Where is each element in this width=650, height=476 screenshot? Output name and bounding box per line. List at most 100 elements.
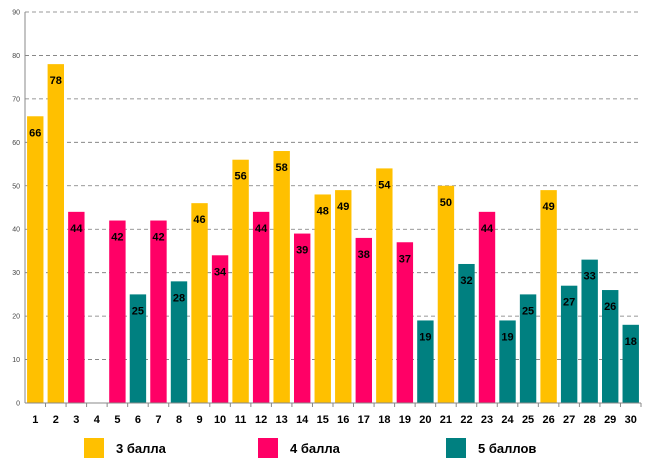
data-label-3: 44: [70, 223, 83, 235]
data-label-6: 25: [132, 305, 144, 317]
y-tick-70: 70: [12, 96, 20, 103]
data-label-13: 58: [276, 162, 288, 174]
data-label-23: 44: [481, 223, 494, 235]
x-tick-30: 30: [625, 414, 637, 426]
legend-swatch-4: [258, 438, 278, 458]
bar-8: [170, 281, 188, 403]
bar-10: [211, 255, 229, 403]
legend-label-5: 5 баллов: [478, 440, 537, 456]
data-label-9: 46: [193, 214, 205, 226]
bar-7: [150, 220, 167, 403]
x-tick-26: 26: [542, 414, 554, 426]
bar-21: [437, 185, 455, 403]
x-tick-7: 7: [155, 414, 161, 426]
x-tick-16: 16: [337, 414, 349, 426]
data-label-17: 38: [358, 249, 370, 261]
x-tick-19: 19: [399, 414, 411, 426]
bar-17: [355, 237, 372, 403]
data-label-1: 66: [29, 127, 41, 139]
data-label-24: 19: [501, 331, 513, 343]
y-tick-90: 90: [12, 10, 20, 17]
x-tick-13: 13: [276, 414, 288, 426]
y-tick-10: 10: [12, 357, 20, 364]
bar-2: [47, 64, 64, 403]
bar-13: [273, 151, 290, 403]
data-label-14: 39: [296, 245, 308, 257]
legend-item-3: 3 балла: [84, 438, 166, 458]
x-tick-4: 4: [94, 414, 101, 426]
x-tick-15: 15: [317, 414, 329, 426]
data-label-22: 32: [460, 275, 472, 287]
x-tick-21: 21: [440, 414, 452, 426]
x-tick-3: 3: [73, 414, 79, 426]
data-label-21: 50: [440, 197, 452, 209]
y-tick-20: 20: [12, 314, 20, 321]
data-label-16: 49: [337, 201, 349, 213]
data-label-26: 49: [542, 201, 554, 213]
legend-item-4: 4 балла: [258, 438, 340, 458]
data-label-18: 54: [378, 179, 391, 191]
data-label-27: 27: [563, 297, 575, 309]
data-labels: 66 78 44 42 25 42 28 46 34 56 44 58 39 48 49 38 54 37 19 50…: [29, 75, 637, 348]
data-label-12: 44: [255, 223, 268, 235]
bar-23: [478, 211, 496, 403]
legend-label-3: 3 балла: [116, 440, 166, 456]
y-tick-40: 40: [12, 227, 20, 234]
x-tick-27: 27: [563, 414, 575, 426]
y-tick-0: 0: [16, 401, 20, 408]
data-label-30: 18: [625, 336, 637, 348]
legend-item-5: 5 баллов: [446, 438, 536, 458]
bar-22: [458, 263, 475, 403]
bar-12: [252, 211, 270, 403]
bar-28: [581, 259, 598, 403]
x-tick-11: 11: [235, 414, 247, 426]
x-tick-17: 17: [358, 414, 370, 426]
bar-11: [232, 159, 249, 403]
data-label-28: 33: [584, 271, 596, 283]
x-tick-25: 25: [522, 414, 534, 426]
data-label-29: 26: [604, 301, 616, 313]
bar-26: [540, 190, 557, 403]
data-label-8: 28: [173, 292, 185, 304]
bar-30: [622, 324, 639, 403]
bar-5: [109, 220, 126, 403]
y-axis-ticks: 0 10 20 30 40 50 60 70 80 90: [12, 10, 20, 408]
bar-9: [191, 203, 208, 403]
data-label-25: 25: [522, 305, 534, 317]
x-tick-18: 18: [378, 414, 390, 426]
bar-25: [519, 294, 537, 403]
x-tick-9: 9: [196, 414, 202, 426]
bar-16: [335, 190, 352, 403]
x-tick-12: 12: [255, 414, 267, 426]
data-label-20: 19: [419, 331, 431, 343]
bars: [27, 64, 639, 404]
data-label-11: 56: [234, 171, 246, 183]
bar-15: [314, 194, 331, 403]
x-tick-23: 23: [481, 414, 493, 426]
data-label-19: 37: [399, 253, 411, 265]
legend-label-4: 4 балла: [290, 440, 340, 456]
x-tick-5: 5: [114, 414, 120, 426]
x-tick-22: 22: [460, 414, 472, 426]
y-tick-50: 50: [12, 183, 20, 190]
x-tick-10: 10: [214, 414, 226, 426]
bar-3: [68, 211, 85, 403]
x-tick-24: 24: [501, 414, 514, 426]
legend-swatch-5: [446, 438, 466, 458]
x-tick-20: 20: [419, 414, 431, 426]
data-label-2: 78: [50, 75, 62, 87]
x-tick-1: 1: [32, 414, 38, 426]
data-label-10: 34: [214, 266, 227, 278]
bar-6: [129, 294, 147, 403]
x-tick-8: 8: [176, 414, 182, 426]
bar-27: [560, 285, 578, 403]
data-label-5: 42: [111, 232, 123, 244]
y-tick-60: 60: [12, 140, 20, 147]
bar-18: [376, 168, 393, 403]
x-tick-28: 28: [584, 414, 596, 426]
bar-24: [499, 320, 516, 403]
legend-swatch-3: [84, 438, 104, 458]
y-tick-80: 80: [12, 53, 20, 60]
bar-29: [602, 290, 619, 403]
